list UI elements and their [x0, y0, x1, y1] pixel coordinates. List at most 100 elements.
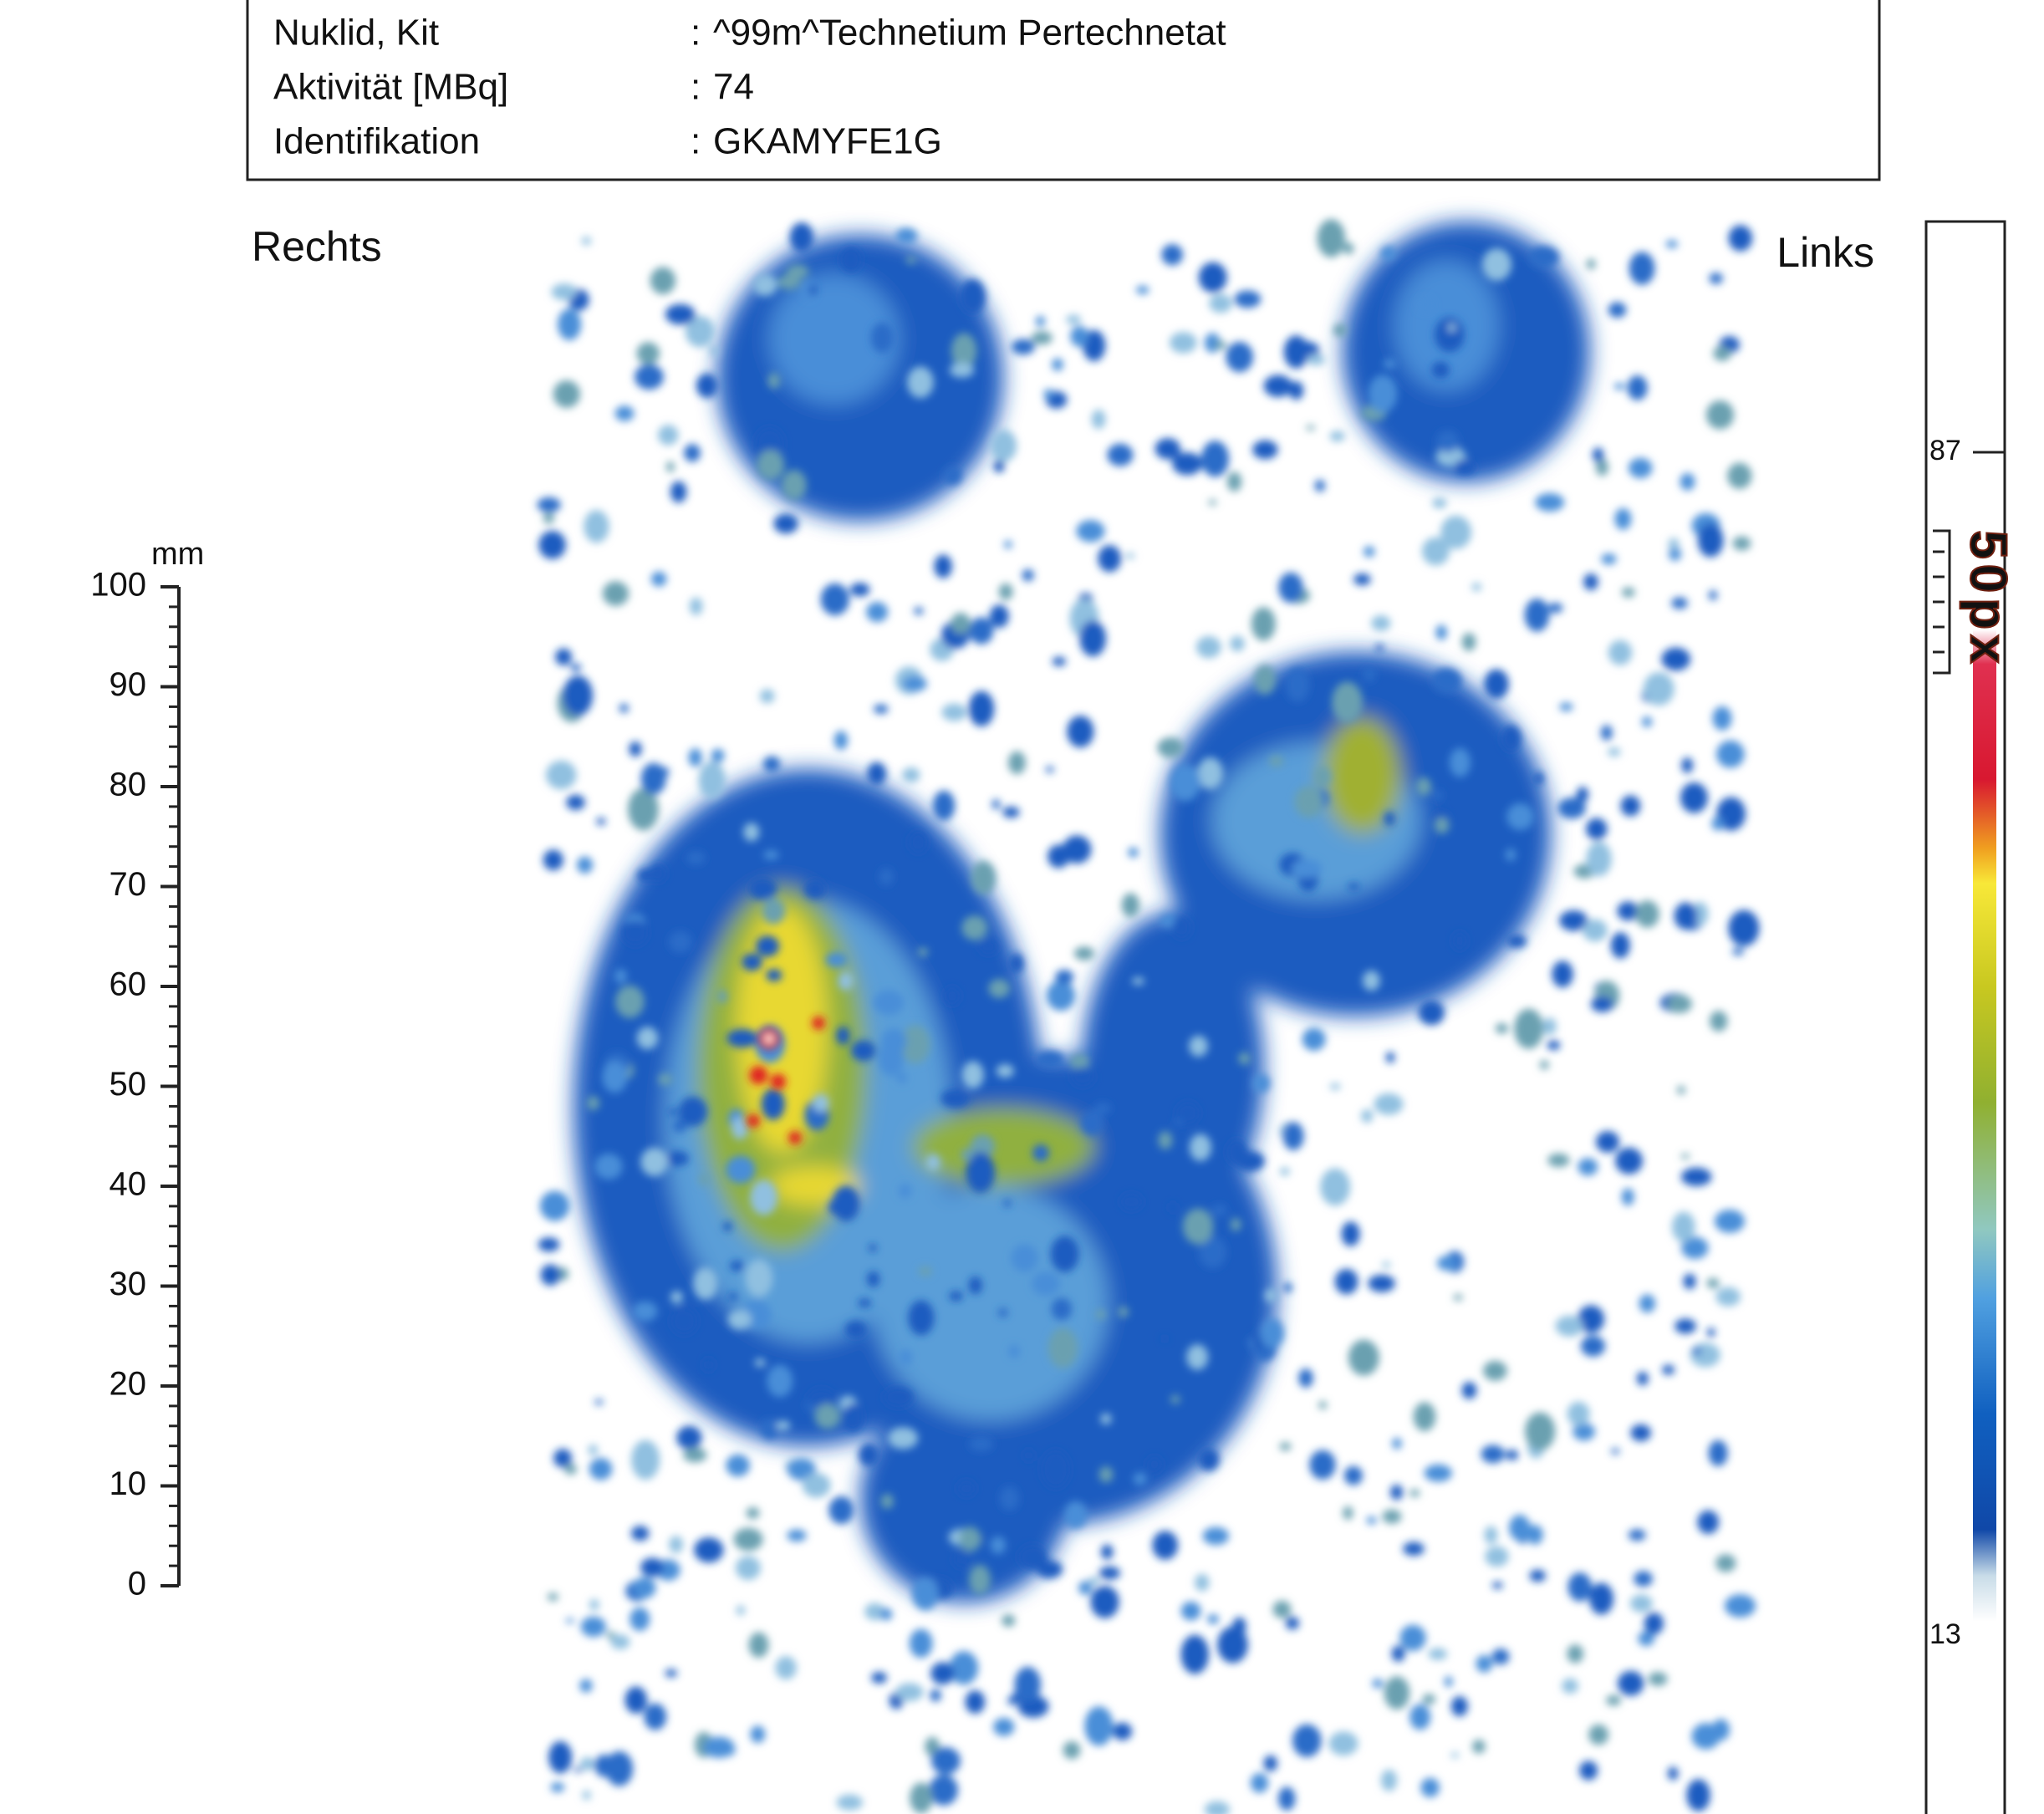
- noise-dot: [1709, 273, 1723, 284]
- noise-dot: [1146, 1455, 1163, 1474]
- noise-dot: [1186, 1344, 1209, 1370]
- noise-dot: [1428, 1648, 1448, 1660]
- noise-dot: [746, 1507, 760, 1519]
- noise-dot: [1450, 1696, 1468, 1717]
- noise-dot: [632, 1301, 658, 1322]
- noise-dot: [896, 1072, 908, 1084]
- noise-dot: [1639, 1294, 1656, 1313]
- noise-dot: [762, 897, 786, 925]
- noise-dot: [1444, 1676, 1453, 1688]
- noise-dot: [579, 1757, 595, 1771]
- noise-dot: [558, 308, 582, 341]
- noise-dot: [1409, 1489, 1420, 1497]
- noise-dot: [929, 1774, 959, 1806]
- noise-dot: [735, 1556, 761, 1580]
- noise-dot: [1152, 1531, 1179, 1560]
- noise-dot: [670, 1307, 698, 1335]
- noise-dot: [693, 1267, 718, 1301]
- noise-dot: [761, 1088, 785, 1120]
- noise-dot: [553, 1449, 573, 1468]
- noise-dot: [743, 823, 760, 842]
- noise-dot: [1064, 1501, 1088, 1529]
- noise-dot: [733, 1527, 763, 1552]
- noise-dot: [902, 675, 927, 692]
- noise-dot: [1022, 568, 1034, 582]
- noise-dot: [1483, 1360, 1507, 1381]
- noise-dot: [729, 1260, 744, 1271]
- noise-dot: [594, 1754, 614, 1777]
- noise-dot: [688, 748, 702, 767]
- noise-dot: [1539, 1060, 1549, 1070]
- noise-dot: [1088, 1577, 1101, 1585]
- noise-dot: [1169, 332, 1197, 354]
- noise-dot: [1552, 961, 1573, 988]
- noise-dot: [1070, 325, 1089, 347]
- noise-dot: [1009, 953, 1024, 974]
- noise-dot: [905, 256, 917, 264]
- noise-dot: [1002, 1199, 1012, 1208]
- noise-dot: [1669, 547, 1681, 561]
- noise-dot: [1036, 315, 1045, 327]
- noise-dot: [1588, 1724, 1609, 1745]
- noise-dot: [640, 1557, 665, 1577]
- noise-dot: [1608, 747, 1621, 757]
- noise-dot: [1263, 1755, 1277, 1772]
- noise-dot: [658, 425, 679, 446]
- noise-dot: [1041, 1450, 1071, 1489]
- info-rows: Nuklid, Kit: ^99m^Technetium Pertechnetat…: [273, 13, 1226, 162]
- noise-dot: [1348, 1339, 1379, 1376]
- noise-dot: [1628, 457, 1653, 478]
- info-value: ^99m^Technetium Pertechnetat: [713, 13, 1226, 54]
- noise-dot: [1683, 1273, 1696, 1290]
- noise-dot: [640, 762, 666, 795]
- noise-dot: [1070, 1067, 1095, 1088]
- noise-dot: [1440, 515, 1472, 549]
- noise-dot: [997, 1307, 1008, 1317]
- colorbar-labels: 87 13 50px: [1929, 435, 2018, 1650]
- noise-dot: [1107, 443, 1134, 466]
- noise-dot: [1634, 1571, 1653, 1587]
- noise-dot: [909, 830, 928, 854]
- noise-dot: [1608, 302, 1627, 318]
- noise-dot: [610, 1634, 630, 1649]
- noise-dot: [1724, 1594, 1756, 1618]
- noise-dot: [866, 602, 889, 623]
- noise-dot: [881, 1028, 907, 1054]
- noise-dot: [1547, 1153, 1570, 1168]
- noise-dot: [1417, 298, 1435, 312]
- noise-dot: [1202, 1526, 1230, 1546]
- noise-dot: [756, 450, 785, 481]
- noise-dot: [766, 969, 782, 982]
- scale-tick-label: 80: [110, 767, 147, 803]
- colorbar-frame: [1924, 220, 2006, 1814]
- noise-dot: [1453, 1294, 1463, 1301]
- noise-dot: [1509, 1515, 1531, 1541]
- noise-dot: [1172, 915, 1192, 940]
- noise-dot: [899, 1183, 912, 1199]
- noise-dot: [828, 1496, 854, 1525]
- noise-dot: [910, 1782, 933, 1814]
- scale-tick-label: 90: [110, 666, 147, 703]
- noise-dot: [867, 762, 887, 786]
- noise-dot: [1674, 902, 1698, 930]
- noise-dot: [1172, 452, 1203, 476]
- noise-dot: [1495, 1023, 1509, 1034]
- noise-dot: [1535, 493, 1565, 512]
- noise-dot: [1285, 1617, 1299, 1630]
- noise-dot: [1314, 479, 1325, 492]
- noise-dot: [1420, 1777, 1440, 1798]
- noise-dot: [670, 481, 687, 503]
- noise-dot: [1043, 389, 1054, 400]
- noise-dot: [698, 1173, 711, 1186]
- noise-dot: [1449, 747, 1471, 777]
- noise-dot: [1343, 242, 1354, 255]
- noise-dot: [1481, 1445, 1505, 1464]
- noise-dot: [1004, 540, 1012, 549]
- noise-dot: [1711, 817, 1725, 831]
- noise-dot: [1080, 1109, 1104, 1136]
- noise-dot: [1128, 847, 1139, 858]
- noise-dot: [930, 1662, 955, 1685]
- noise-dot: [990, 429, 1017, 462]
- info-value: GKAMYFE1G: [713, 121, 942, 162]
- noise-dot: [849, 583, 870, 597]
